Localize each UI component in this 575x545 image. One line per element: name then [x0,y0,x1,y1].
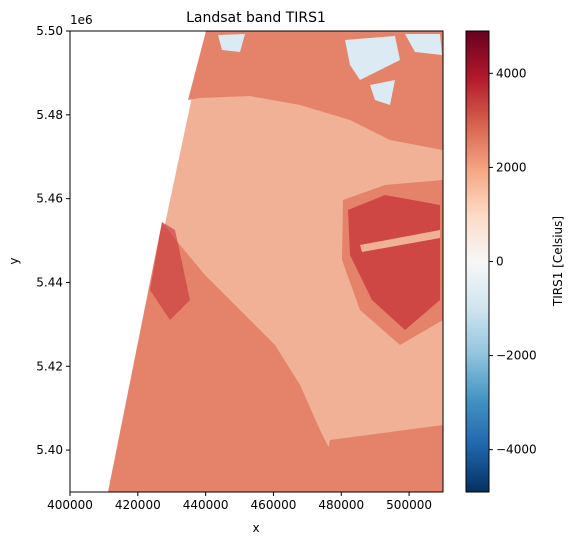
urban-delta [348,195,440,330]
y-tick-label: 5.50 [36,24,63,38]
colorbar-tick-label: −4000 [496,443,537,457]
cold-patch [405,34,442,55]
cold-patch [370,80,395,105]
y-tick-label: 5.48 [36,108,63,122]
x-tick-label: 440000 [183,498,229,512]
x-axis-label: x [252,521,259,535]
x-axis: 400000 420000 440000 460000 480000 500000 [47,492,432,512]
cold-patch [218,34,245,52]
colorbar [465,30,490,493]
x-tick-label: 400000 [47,498,93,512]
west-coast-strip [150,222,190,320]
y-tick-label: 5.40 [36,443,63,457]
y-axis-label: y [7,257,21,264]
colorbar-axis: −4000 −2000 0 2000 4000 [489,66,537,457]
colorbar-label: TIRS1 [Celsius] [551,216,565,307]
y-tick-label: 5.46 [36,192,63,206]
cold-patch [345,36,400,80]
x-tick-label: 480000 [318,498,364,512]
y-tick-label: 5.42 [36,359,63,373]
y-tick-label: 5.44 [36,275,63,289]
colorbar-tick-label: 0 [496,255,504,269]
chart-title: Landsat band TIRS1 [186,10,326,26]
raster-image [108,31,443,492]
y-offset-label: 1e6 [70,13,93,27]
colorbar-tick-label: 2000 [496,160,527,174]
x-tick-label: 420000 [115,498,161,512]
colorbar-tick-label: 4000 [496,66,527,80]
y-axis: 5.40 5.42 5.44 5.46 5.48 5.50 [36,24,70,457]
south-shore [320,425,443,492]
x-tick-label: 460000 [251,498,297,512]
colorbar-tick-label: −2000 [496,349,537,363]
x-tick-label: 500000 [386,498,432,512]
delta-channel [360,230,440,252]
plot-frame [69,30,444,493]
